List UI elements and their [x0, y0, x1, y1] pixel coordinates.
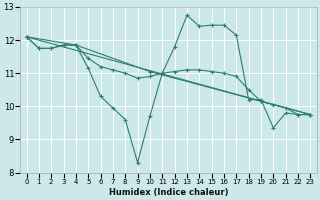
X-axis label: Humidex (Indice chaleur): Humidex (Indice chaleur): [109, 188, 228, 197]
